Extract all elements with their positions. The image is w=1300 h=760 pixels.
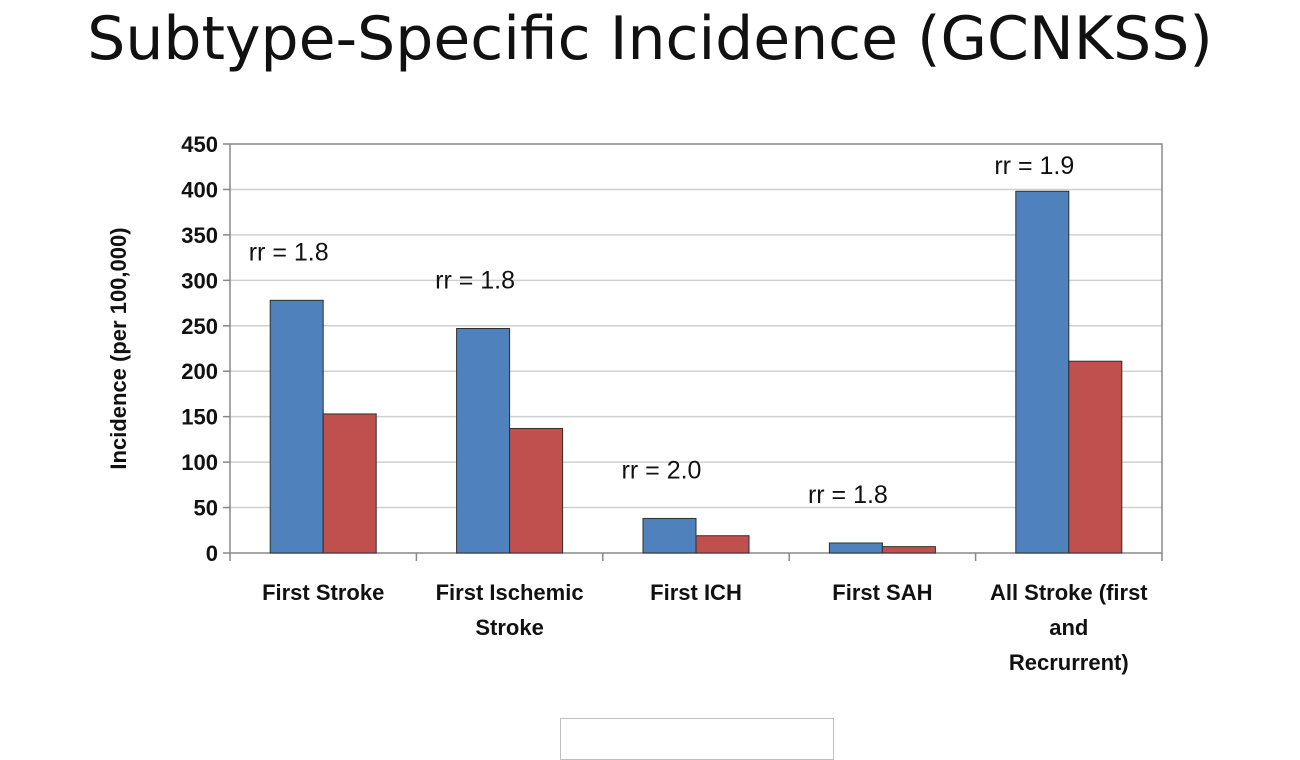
bar [269,299,324,554]
y-tick-label: 400 [181,177,218,202]
y-tick-label: 50 [194,496,218,521]
slide-title: Subtype-Specific Incidence (GCNKSS) [87,4,1213,74]
y-tick-label: 450 [181,132,218,157]
bar [1015,190,1070,554]
x-tick-label: and [1049,615,1088,640]
y-tick-label: 350 [181,223,218,248]
x-tick-label: Recrurrent) [1009,650,1129,675]
y-tick-label: 0 [206,541,218,566]
y-tick-label: 150 [181,405,218,430]
bar [642,517,697,554]
x-tick-label: First ICH [650,580,742,605]
x-tick-label: All Stroke (first [990,580,1148,605]
x-tick-label: First SAH [832,580,932,605]
annotation-label: rr = 1.9 [994,152,1074,180]
annotation-label: rr = 1.8 [435,267,515,295]
bar [322,413,377,554]
bars [269,190,1123,554]
y-tick-label: 100 [181,450,218,475]
bar [695,535,750,554]
bar [881,546,936,554]
legend [560,718,834,760]
labels: 0 50 100 150 200 250 300 350 400 450 Incidence (pe… [106,132,1148,675]
bar-chart: 0 50 100 150 200 250 300 350 400 450 Incidence (pe… [106,132,1163,675]
x-tick-label: First Ischemic [436,580,584,605]
bar [828,542,883,554]
bar [509,427,564,554]
annotation-label: rr = 2.0 [622,456,702,484]
x-tick-label: First Stroke [262,580,384,605]
y-tick-label: 200 [181,359,218,384]
gridlines [230,188,1162,509]
bar [1068,360,1123,554]
y-axis-label: Incidence (per 100,000) [106,227,131,469]
y-tick-label: 300 [181,268,218,293]
bar [456,328,511,554]
annotation-label: rr = 1.8 [808,481,888,509]
y-tick-label: 250 [181,314,218,339]
x-tick-label: Stroke [475,615,543,640]
annotation-label: rr = 1.8 [249,238,329,266]
